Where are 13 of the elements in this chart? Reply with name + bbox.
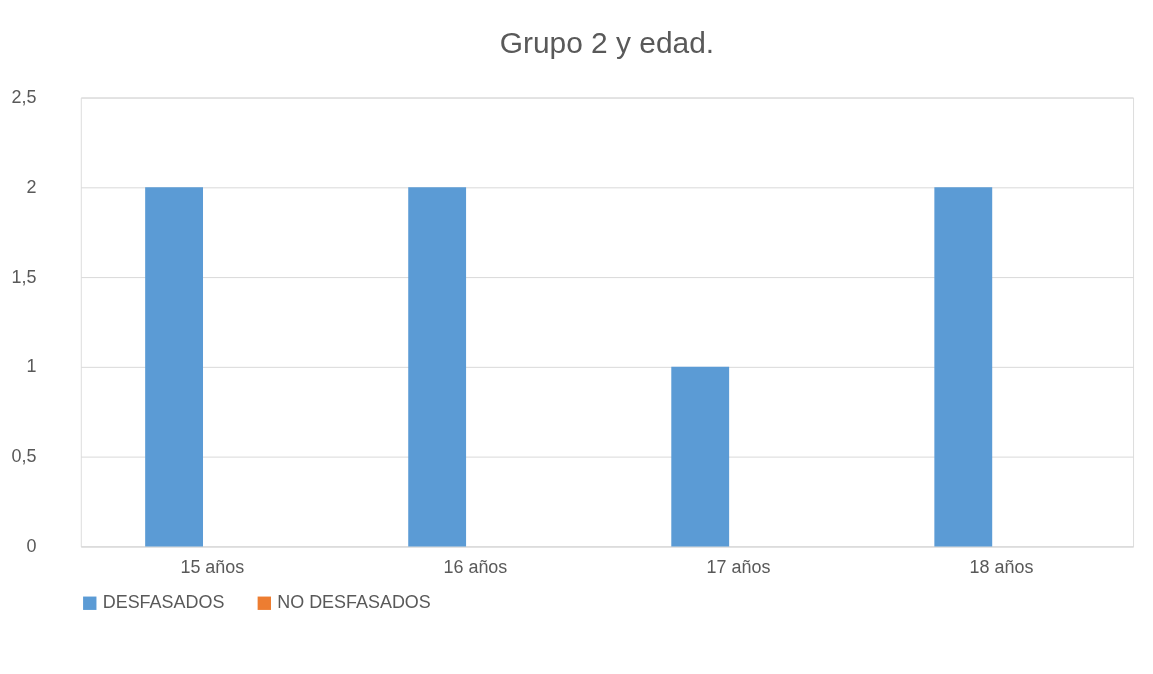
x-tick-label: 15 años (180, 556, 245, 577)
legend-label: NO DESFASADOS (277, 592, 431, 613)
legend-label: DESFASADOS (102, 592, 225, 613)
x-tick-label: 18 años (969, 556, 1034, 577)
y-tick-label: 1,5 (11, 266, 37, 287)
y-tick-label: 1 (26, 356, 37, 377)
x-tick-label: 17 años (706, 556, 771, 577)
chart-title: Grupo 2 y edad. (499, 25, 715, 59)
y-tick-label: 0 (26, 535, 37, 556)
x-tick-label: 16 años (443, 556, 508, 577)
y-tick-label: 0,5 (11, 446, 37, 467)
y-tick-label: 2 (26, 176, 37, 197)
y-tick-label: 2,5 (11, 87, 37, 108)
